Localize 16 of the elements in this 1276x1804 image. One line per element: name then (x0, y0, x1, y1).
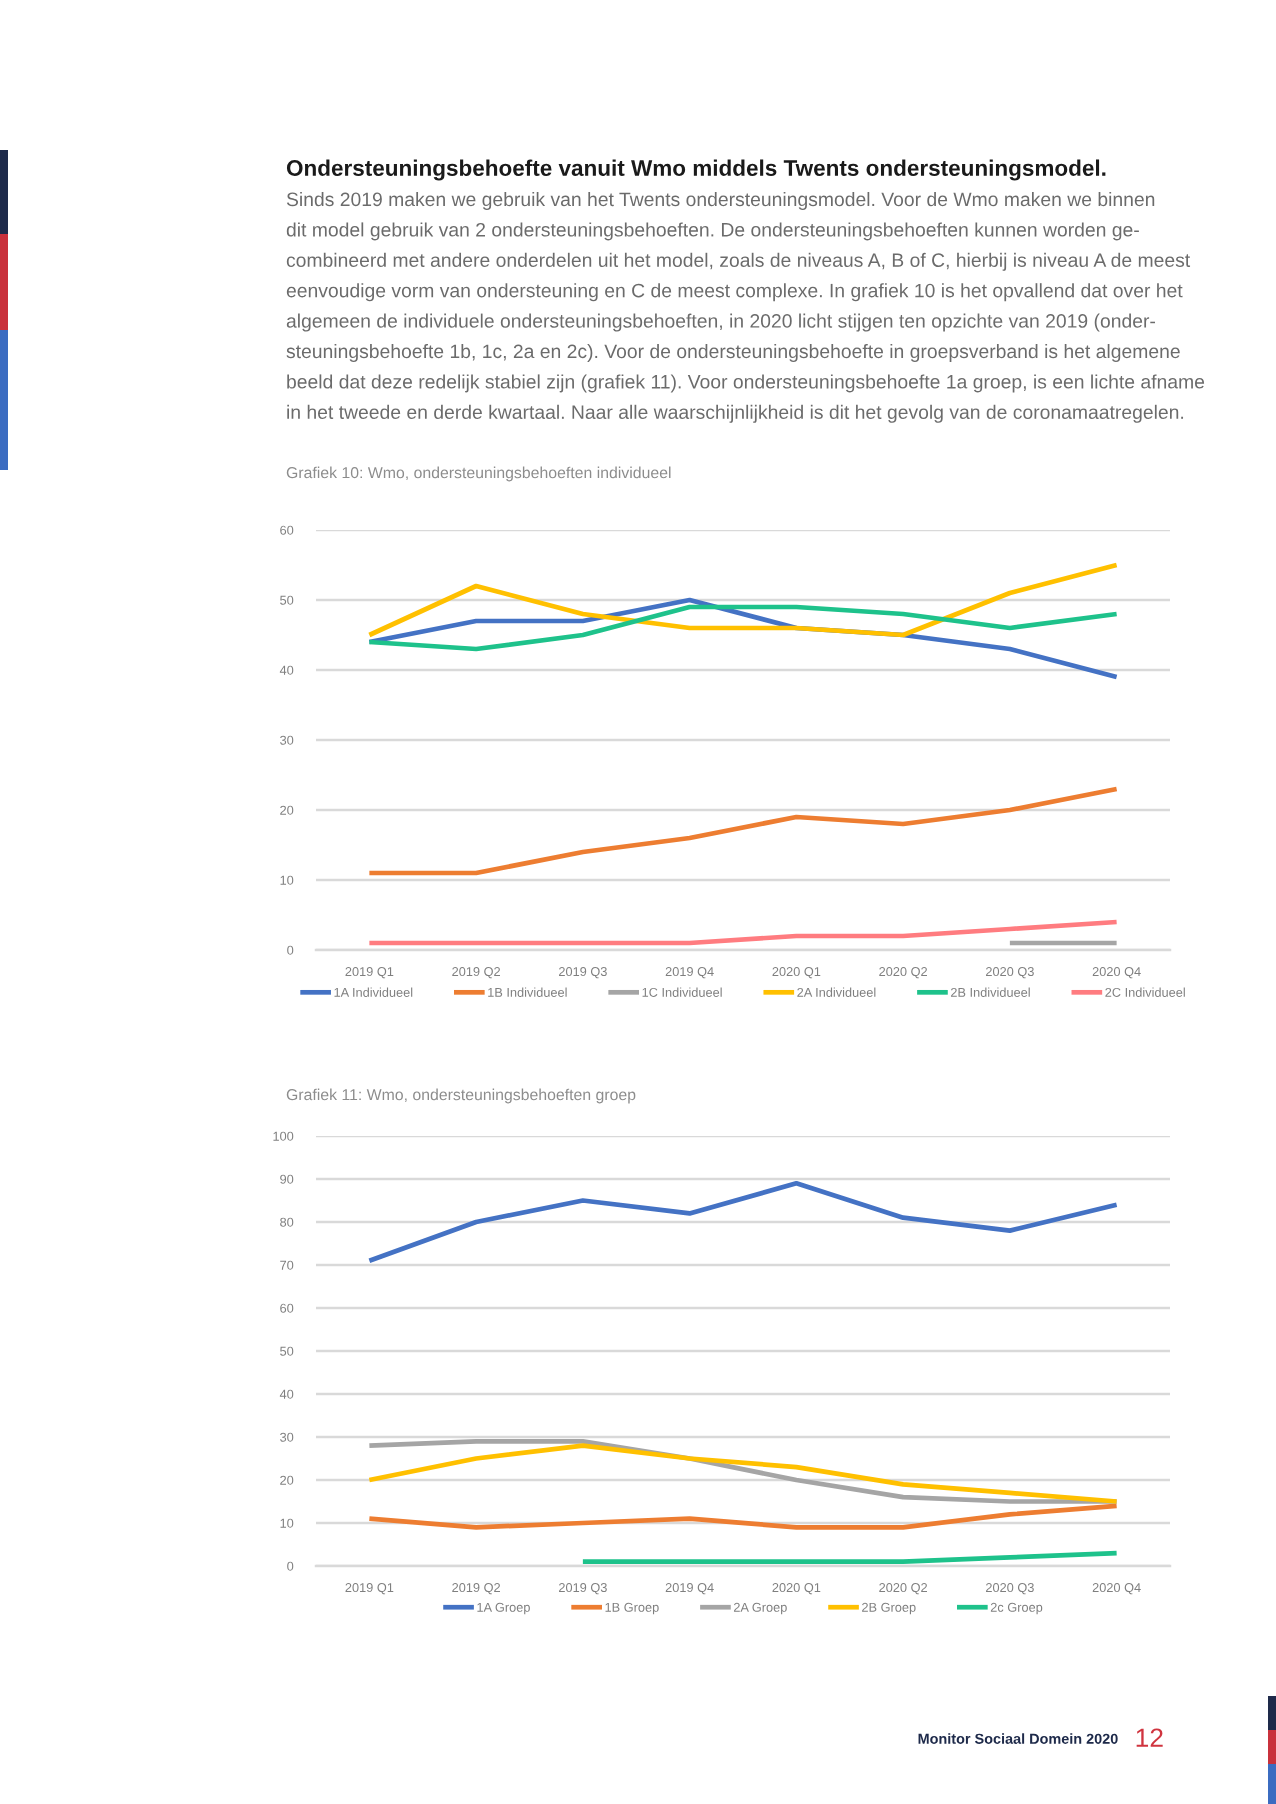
text: dit model gebruik van 2 ondersteuningsbehoeften. De ondersteuningsbehoeften kunnen worden ge- (286, 222, 1139, 241)
line-series (367, 604, 1119, 652)
text: beeld dat deze redelijk stabiel zijn (grafiek 11). Voor ondersteuningsbehoefte 1a groep, is een lichte afname (287, 374, 1205, 393)
line-series (367, 1503, 1119, 1530)
line-series (367, 919, 1119, 946)
text: steuningsbehoefte 1b, 1c, 2a en 2c). Voor de ondersteuningsbehoefte in groepsverband is het algemene (286, 343, 1180, 363)
text: in het tweede en derde kwartaal. Naar alle waarschijnlijkheid is dit het gevolg van de coronamaatregelen. (287, 404, 1184, 423)
text: Sinds 2019 maken we gebruik van het Twents ondersteuningsmodel. Voor de Wmo maken we binnen (286, 191, 1155, 211)
text: combineerd met andere onderdelen uit het model, zoals de niveaus A, B of C, hierbij is niveau A de meest (286, 252, 1191, 271)
text: 12 (1136, 1728, 1163, 1747)
text: eenvoudige vorm van ondersteuning en C de meest complexe. In grafiek 10 is het opvallend dat over het (286, 283, 1183, 302)
line-series (367, 1180, 1119, 1264)
line-series (367, 786, 1119, 876)
line-series (367, 562, 1119, 638)
text: algemeen de individuele ondersteuningsbehoeften, in 2020 licht stijgen ten opzichte van 2019 (onder- (286, 313, 1156, 332)
text: Ondersteuningsbehoefte vanuit Wmo middels Twents ondersteuningsmodel. (286, 159, 1106, 181)
